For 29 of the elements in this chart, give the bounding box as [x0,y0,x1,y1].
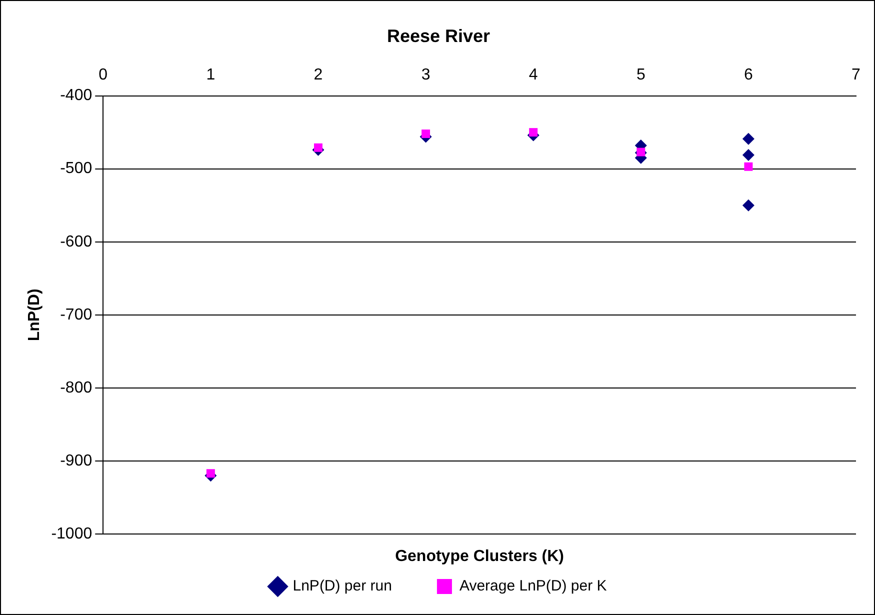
point [742,132,754,145]
y-tick-label: -600 [60,233,92,250]
chart-title: Reese River [386,26,490,46]
point [742,148,754,161]
y-axis-title: LnP(D) [26,288,44,342]
legend-label: LnP(D) per run [292,578,392,595]
x-tick-label: 2 [314,66,323,84]
x-tick-label: 0 [98,66,108,84]
point [636,148,646,156]
y-tick-label: -900 [60,452,92,470]
y-tick-label: -800 [60,379,92,396]
point [529,128,538,137]
legend-label: Average LnP(D) per K [459,578,607,595]
x-tick-label: 1 [206,66,216,84]
x-tick-label: 3 [421,66,430,84]
x-tick-label: 4 [528,66,538,84]
x-tick-label: 6 [744,66,753,84]
point [422,130,430,138]
point [314,143,322,152]
x-tick-label: 5 [636,66,646,84]
point [744,162,753,171]
point [742,199,754,212]
point [206,469,215,478]
y-tick-label: -400 [60,87,92,104]
x-tick-label: 7 [852,66,861,84]
y-tick-label: -1000 [51,525,92,542]
x-axis-title: Genotype Clusters (K) [394,548,565,566]
y-tick-label: -700 [60,306,92,324]
y-tick-label: -500 [60,160,92,178]
